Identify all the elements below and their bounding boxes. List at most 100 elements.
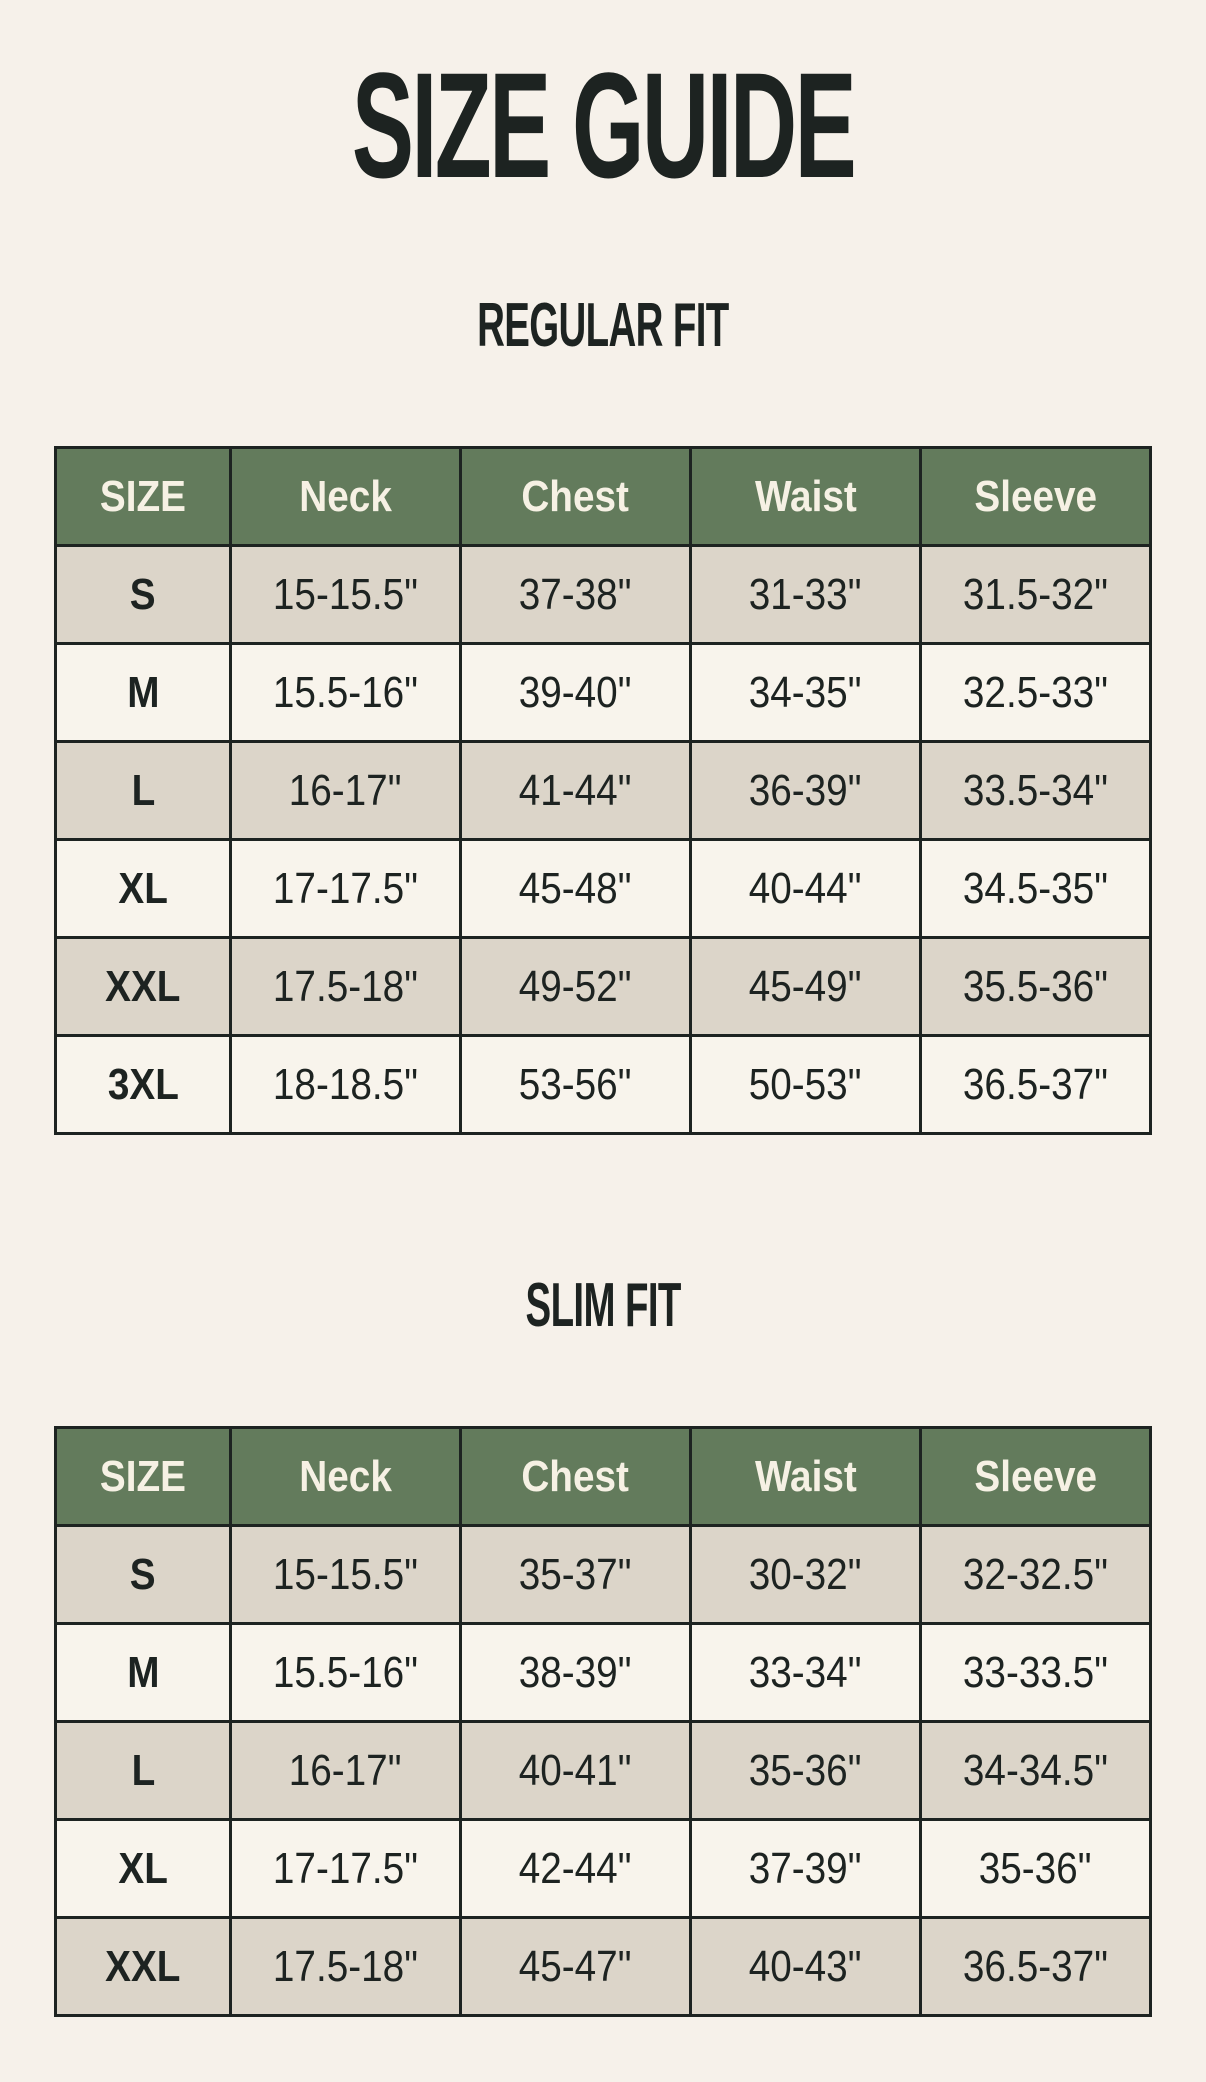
cell-text: 45-47" [519,1941,632,1991]
cell-text: 32.5-33" [962,667,1109,717]
cell-text: 45-49" [749,961,862,1011]
regular-fit-heading: REGULAR FIT [0,295,1206,357]
measurement-cell: 36.5-37" [919,1916,1152,2017]
measurement-cell: 36-39" [689,740,922,841]
cell-text: 16-17" [289,765,402,815]
size-cell: L [54,740,232,841]
cell-text: 40-44" [749,863,862,913]
cell-text: 15-15.5" [272,1549,419,1599]
cell-text: 33.5-34" [962,765,1109,815]
column-header-text: Waist [754,1451,857,1501]
measurement-cell: 42-44" [459,1818,692,1919]
table-row: L 16-17" 41-44" 36-39" 33.5-34" [54,740,1152,841]
header-row: SIZE Neck Chest Waist Sleeve [54,446,1152,547]
cell-text: S [130,569,156,619]
cell-text: M [126,1647,160,1697]
cell-text: 34-34.5" [962,1745,1109,1795]
column-header: Waist [689,1426,922,1527]
size-cell: XL [54,838,232,939]
cell-text: 39-40" [519,667,632,717]
table-row: S 15-15.5" 35-37" 30-32" 32-32.5" [54,1524,1152,1625]
cell-text: 30-32" [749,1549,862,1599]
measurement-cell: 34-35" [689,642,922,743]
cell-text: 34.5-35" [962,863,1109,913]
measurement-cell: 40-43" [689,1916,922,2017]
table-row: M 15.5-16" 39-40" 34-35" 32.5-33" [54,642,1152,743]
cell-text: 35.5-36" [962,961,1109,1011]
measurement-cell: 33-33.5" [919,1622,1152,1723]
cell-text: 15.5-16" [272,1647,419,1697]
size-cell: M [54,642,232,743]
measurement-cell: 30-32" [689,1524,922,1625]
column-header: Neck [229,1426,462,1527]
cell-text: 42-44" [519,1843,632,1893]
cell-text: 17-17.5" [272,1843,419,1893]
measurement-cell: 31.5-32" [919,544,1152,645]
size-cell: XL [54,1818,232,1919]
slim-fit-table: SIZE Neck Chest Waist Sleeve S 15-15.5" 35-37" 3… [54,1426,1152,2017]
measurement-cell: 15.5-16" [229,642,462,743]
size-cell: L [54,1720,232,1821]
measurement-cell: 16-17" [229,740,462,841]
slim-fit-heading-text: SLIM FIT [525,1271,681,1340]
measurement-cell: 39-40" [459,642,692,743]
measurement-cell: 45-48" [459,838,692,939]
cell-text: S [130,1549,156,1599]
table-row: S 15-15.5" 37-38" 31-33" 31.5-32" [54,544,1152,645]
cell-text: 37-38" [519,569,632,619]
size-cell: S [54,544,232,645]
measurement-cell: 41-44" [459,740,692,841]
table-row: L 16-17" 40-41" 35-36" 34-34.5" [54,1720,1152,1821]
measurement-cell: 35-37" [459,1524,692,1625]
column-header-text: Chest [521,1451,630,1501]
column-header-text: Neck [299,1451,392,1501]
column-header: Neck [229,446,462,547]
cell-text: 36.5-37" [962,1941,1109,1991]
cell-text: 37-39" [749,1843,862,1893]
column-header-text: Neck [299,471,392,521]
cell-text: 53-56" [519,1059,632,1109]
measurement-cell: 35-36" [919,1818,1152,1919]
size-cell: S [54,1524,232,1625]
cell-text: 33-33.5" [962,1647,1109,1697]
header-row: SIZE Neck Chest Waist Sleeve [54,1426,1152,1527]
size-cell: M [54,1622,232,1723]
column-header: Sleeve [919,1426,1152,1527]
column-header-text: SIZE [99,471,187,521]
cell-text: 49-52" [519,961,632,1011]
measurement-cell: 35.5-36" [919,936,1152,1037]
cell-text: 17-17.5" [272,863,419,913]
measurement-cell: 32-32.5" [919,1524,1152,1625]
cell-text: 45-48" [519,863,632,913]
cell-text: 36.5-37" [962,1059,1109,1109]
cell-text: 3XL [107,1059,179,1109]
measurement-cell: 31-33" [689,544,922,645]
cell-text: XXL [105,961,181,1011]
measurement-cell: 45-47" [459,1916,692,2017]
column-header: Chest [459,1426,692,1527]
cell-text: 35-36" [979,1843,1092,1893]
table-row: XL 17-17.5" 45-48" 40-44" 34.5-35" [54,838,1152,939]
measurement-cell: 33-34" [689,1622,922,1723]
measurement-cell: 15-15.5" [229,544,462,645]
regular-fit-table: SIZE Neck Chest Waist Sleeve S 15-15.5" 37-38" 3… [54,446,1152,1135]
cell-text: 15.5-16" [272,667,419,717]
cell-text: XL [118,863,168,913]
measurement-cell: 53-56" [459,1034,692,1135]
cell-text: 31.5-32" [962,569,1109,619]
measurement-cell: 15-15.5" [229,1524,462,1625]
measurement-cell: 33.5-34" [919,740,1152,841]
measurement-cell: 15.5-16" [229,1622,462,1723]
cell-text: 34-35" [749,667,862,717]
measurement-cell: 34.5-35" [919,838,1152,939]
column-header-text: Chest [521,471,630,521]
size-cell: XXL [54,936,232,1037]
measurement-cell: 37-39" [689,1818,922,1919]
cell-text: 35-37" [519,1549,632,1599]
measurement-cell: 37-38" [459,544,692,645]
cell-text: 50-53" [749,1059,862,1109]
cell-text: 38-39" [519,1647,632,1697]
cell-text: 32-32.5" [962,1549,1109,1599]
cell-text: L [131,1745,155,1795]
measurement-cell: 38-39" [459,1622,692,1723]
